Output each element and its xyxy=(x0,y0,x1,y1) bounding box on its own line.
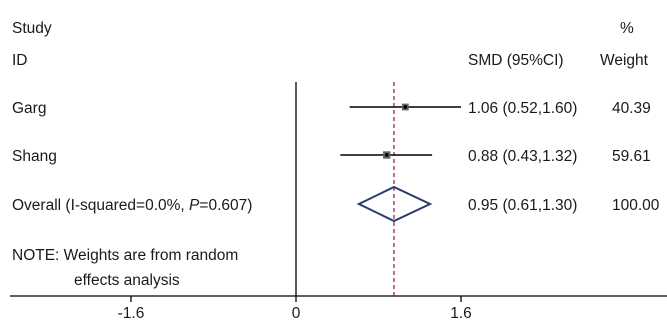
header-weight: Weight xyxy=(600,52,649,69)
study-ci-text: 1.06 (0.52,1.60) xyxy=(468,100,577,117)
note-line-2: effects analysis xyxy=(74,272,180,289)
overall-label: Overall (I-squared=0.0%, P=0.607) xyxy=(12,197,252,214)
header-weight-percent: % xyxy=(620,20,634,37)
x-tick-label: -1.6 xyxy=(118,305,145,322)
study-label: Shang xyxy=(12,148,57,165)
x-tick-label: 0 xyxy=(292,305,301,322)
study-ci-text: 0.88 (0.43,1.32) xyxy=(468,148,577,165)
study-label: Garg xyxy=(12,100,46,117)
header-id: ID xyxy=(12,52,28,69)
note-line-1: NOTE: Weights are from random xyxy=(12,247,238,264)
overall-weight: 100.00 xyxy=(612,197,660,214)
overall-ci-text: 0.95 (0.61,1.30) xyxy=(468,197,577,214)
header-study: Study xyxy=(12,20,52,37)
study-weight: 40.39 xyxy=(612,100,651,117)
overall-diamond xyxy=(356,185,433,223)
study-weight: 59.61 xyxy=(612,148,651,165)
header-effect: SMD (95%CI) xyxy=(468,52,564,69)
study-point-estimate xyxy=(403,105,408,109)
x-tick-label: 1.6 xyxy=(450,305,472,322)
study-point-estimate xyxy=(384,153,389,157)
